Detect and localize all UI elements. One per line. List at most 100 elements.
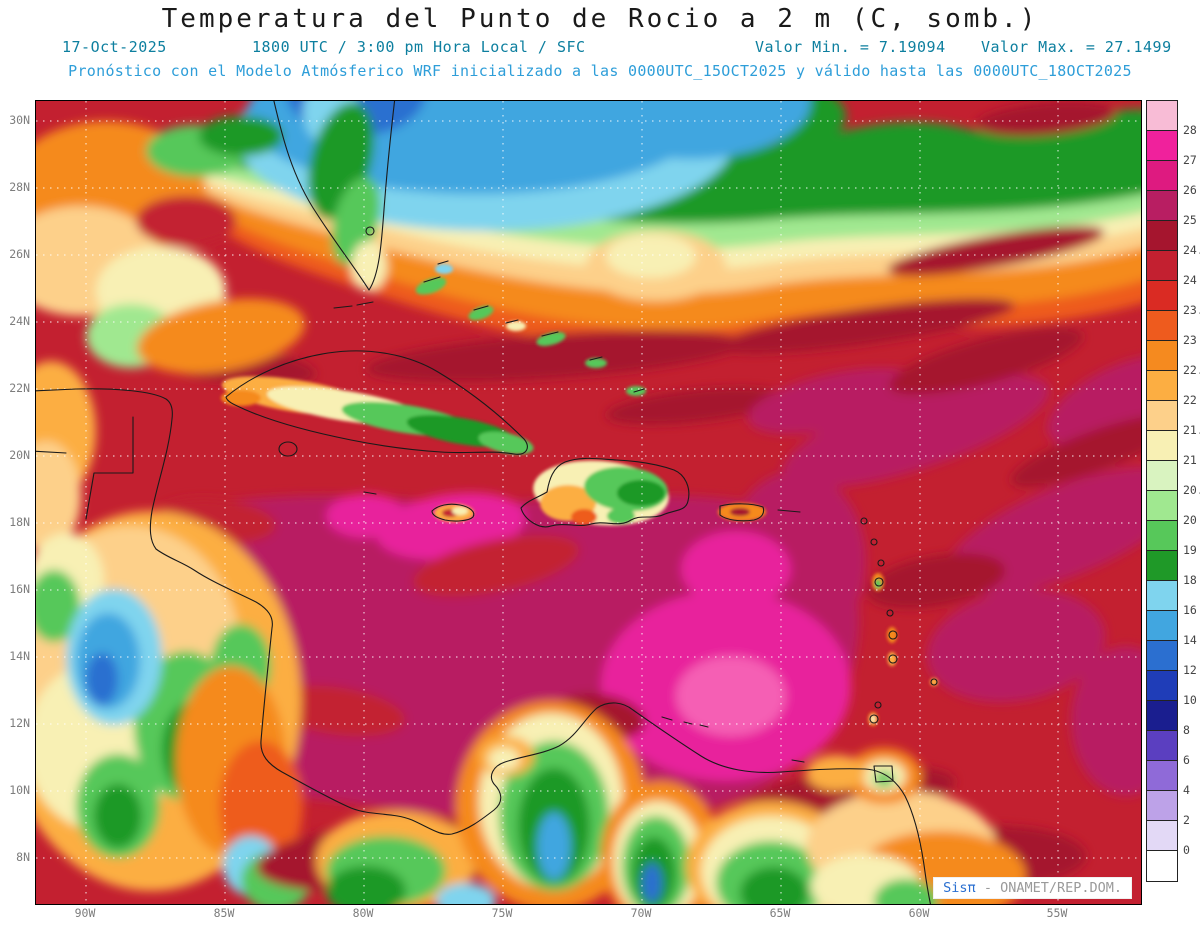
margarita-island <box>791 759 805 763</box>
puerto-rico-coast <box>719 503 765 522</box>
cayman-islands <box>363 491 377 495</box>
colorbar-cell <box>1147 671 1177 701</box>
subtitle-line1: 17-Oct-2025 1800 UTC / 3:00 pm Hora Loca… <box>0 38 1200 56</box>
colorbar-cell <box>1147 431 1177 461</box>
colorbar-cell <box>1147 551 1177 581</box>
colorbar-cell <box>1147 611 1177 641</box>
colorbar-cell <box>1147 701 1177 731</box>
colorbar-cell <box>1147 221 1177 251</box>
colorbar-tick-label: 24.5 <box>1183 243 1200 257</box>
lon-tick-label: 70W <box>630 906 652 920</box>
lat-tick-label: 14N <box>9 649 30 663</box>
colorbar-tick-label: 4 <box>1183 783 1190 797</box>
colorbar-cell <box>1147 461 1177 491</box>
lon-tick-label: 65W <box>769 906 791 920</box>
credit-org-text: - ONAMET/REP.DOM. <box>983 880 1122 896</box>
map-frame: Sisπ - ONAMET/REP.DOM. <box>35 100 1142 905</box>
contour-field-layer <box>36 101 1141 904</box>
colorbar-tick-label: 22 <box>1183 393 1197 407</box>
isla-juventud <box>278 441 298 457</box>
lat-tick-label: 12N <box>9 716 30 730</box>
country-borders <box>36 416 134 520</box>
lon-tick-label: 90W <box>74 906 96 920</box>
hispaniola-coast <box>520 457 690 528</box>
colorbar-cell <box>1147 641 1177 671</box>
colorbar-tick-label: 26 <box>1183 183 1197 197</box>
bahamas-islands <box>423 260 645 393</box>
coastlines <box>36 101 938 904</box>
sispi-brand: Sisπ <box>943 880 976 896</box>
colorbar-cell <box>1147 101 1177 131</box>
page-title: Temperatura del Punto de Rocio a 2 m (C,… <box>161 4 1039 34</box>
forecast-time-line: 1800 UTC / 3:00 pm Hora Local / SFC <box>252 38 586 56</box>
model-init-line: Pronóstico con el Modelo Atmósferico WRF… <box>68 62 1132 80</box>
colorbar-cell <box>1147 851 1177 881</box>
colorbar-cell <box>1147 761 1177 791</box>
lat-tick-label: 18N <box>9 515 30 529</box>
colorbar-tick-label: 25 <box>1183 213 1197 227</box>
lat-tick-label: 8N <box>16 850 30 864</box>
lat-tick-label: 30N <box>9 113 30 127</box>
lat-tick-label: 28N <box>9 180 30 194</box>
lon-tick-label: 75W <box>491 906 513 920</box>
colorbar-tick-label: 20.5 <box>1183 483 1200 497</box>
colorbar-tick-label: 19 <box>1183 543 1197 557</box>
colorbar-tick-label: 6 <box>1183 753 1190 767</box>
lake-okeechobee <box>365 226 375 236</box>
colorbar-tick-label: 20 <box>1183 513 1197 527</box>
colorbar-tick-label: 16 <box>1183 603 1197 617</box>
colorbar-cell <box>1147 371 1177 401</box>
trinidad-coast <box>873 765 894 783</box>
colorbar-tick-label: 10 <box>1183 693 1197 707</box>
lat-tick-label: 26N <box>9 247 30 261</box>
colorbar-tick-label: 0 <box>1183 843 1190 857</box>
island-contour-layer <box>221 264 938 726</box>
colorbar-cell <box>1147 791 1177 821</box>
colorbar-cell <box>1147 521 1177 551</box>
lat-tick-label: 16N <box>9 582 30 596</box>
colorbar-tick-label: 23.5 <box>1183 303 1200 317</box>
dewpoint-contour-map <box>36 101 1141 904</box>
colorbar-tick-label: 14 <box>1183 633 1197 647</box>
mainland-coast <box>36 388 931 904</box>
colorbar-tick-label: 24 <box>1183 273 1197 287</box>
lat-tick-label: 24N <box>9 314 30 328</box>
value-max-label: Valor Max. = 27.1499 <box>981 38 1172 56</box>
lon-tick-label: 80W <box>352 906 374 920</box>
credit-box: Sisπ - ONAMET/REP.DOM. <box>934 878 1131 898</box>
colorbar-cell <box>1147 281 1177 311</box>
colorbar-tick-label: 21.5 <box>1183 423 1200 437</box>
value-min-label: Valor Min. = 7.19094 <box>755 38 946 56</box>
colorbar-cell <box>1147 311 1177 341</box>
lon-tick-label: 85W <box>213 906 235 920</box>
colorbar-cell <box>1147 161 1177 191</box>
colorbar-cell <box>1147 251 1177 281</box>
colorbar-tick-label: 27 <box>1183 153 1197 167</box>
colorbar-cell <box>1147 581 1177 611</box>
forecast-date: 17-Oct-2025 <box>62 38 167 56</box>
florida-coast <box>273 101 396 291</box>
lat-tick-label: 22N <box>9 381 30 395</box>
colorbar-tick-label: 28 <box>1183 123 1197 137</box>
abc-islands <box>661 716 709 728</box>
colorbar-tick-label: 12 <box>1183 663 1197 677</box>
colorbar-tick-label: 2 <box>1183 813 1190 827</box>
colorbar-cell <box>1147 401 1177 431</box>
colorbar-tick-label: 18 <box>1183 573 1197 587</box>
cuba-coast <box>225 350 528 455</box>
lesser-antilles-islands <box>860 517 938 724</box>
colorbar-cell <box>1147 341 1177 371</box>
colorbar-tick-label: 23 <box>1183 333 1197 347</box>
jamaica-coast <box>431 503 475 522</box>
lat-tick-label: 20N <box>9 448 30 462</box>
lat-tick-label: 10N <box>9 783 30 797</box>
virgin-islands <box>777 509 801 513</box>
colorbar-tick-label: 21 <box>1183 453 1197 467</box>
lon-tick-label: 60W <box>908 906 930 920</box>
colorbar <box>1146 100 1178 882</box>
colorbar-tick-label: 8 <box>1183 723 1190 737</box>
florida-keys <box>333 301 374 309</box>
colorbar-cell <box>1147 191 1177 221</box>
colorbar-cell <box>1147 731 1177 761</box>
colorbar-tick-label: 22.5 <box>1183 363 1200 377</box>
